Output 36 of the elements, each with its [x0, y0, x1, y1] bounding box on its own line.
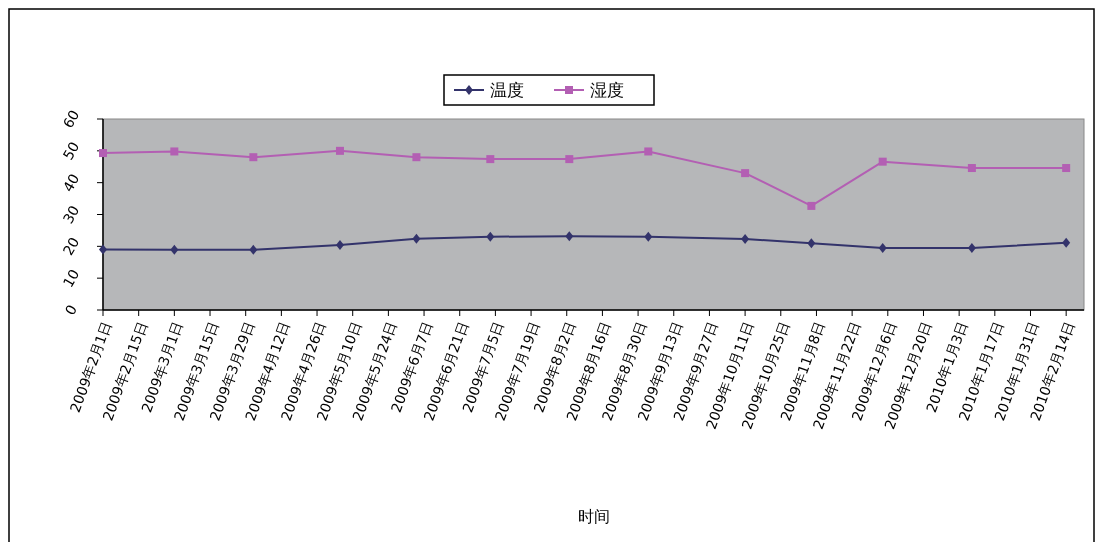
point	[1062, 237, 1071, 248]
point	[967, 242, 976, 253]
point	[412, 153, 421, 162]
y-tick-label: 30	[59, 202, 83, 227]
point	[486, 231, 495, 242]
point	[565, 231, 574, 242]
point	[878, 242, 887, 253]
point	[807, 238, 816, 249]
point	[565, 155, 574, 164]
point	[249, 244, 258, 255]
point	[741, 169, 750, 178]
y-tick-label: 10	[59, 266, 83, 290]
point	[741, 234, 750, 245]
point	[878, 157, 887, 166]
point	[644, 231, 653, 242]
point	[170, 147, 179, 156]
point	[170, 244, 179, 255]
point	[99, 149, 107, 158]
point	[644, 147, 653, 156]
point	[1062, 164, 1071, 173]
y-tick-label: 40	[59, 170, 83, 195]
point	[335, 240, 344, 251]
point	[99, 244, 107, 255]
y-tick-label: 50	[59, 139, 83, 163]
legend-label: 温度	[490, 80, 524, 100]
x-axis-title: 时间	[577, 507, 610, 526]
point	[967, 164, 976, 173]
y-tick-label: 20	[59, 234, 83, 259]
legend-label: 湿度	[590, 80, 624, 100]
point	[335, 146, 344, 155]
point	[807, 201, 816, 210]
y-tick-label: 60	[59, 107, 83, 131]
point	[412, 233, 421, 244]
point	[486, 155, 495, 164]
point	[249, 153, 258, 162]
y-tick-label: 0	[61, 302, 81, 318]
